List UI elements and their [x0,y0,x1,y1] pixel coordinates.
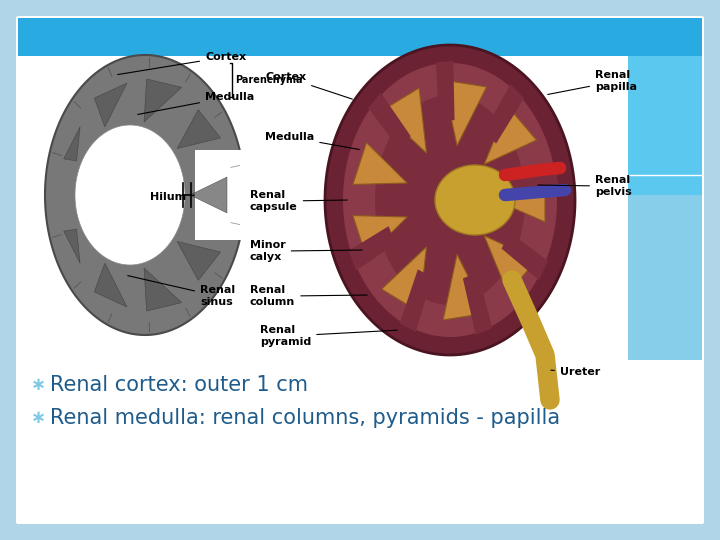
Polygon shape [435,165,515,235]
Text: ∗: ∗ [30,409,45,427]
Text: Hilum: Hilum [150,192,194,202]
Polygon shape [94,263,127,307]
Polygon shape [484,84,524,144]
Bar [18,18,702,56]
Text: ∗: ∗ [30,376,45,394]
Text: Cortex: Cortex [265,72,352,99]
Text: Cortex: Cortex [118,52,246,75]
Polygon shape [348,226,395,271]
Polygon shape [648,18,702,160]
Text: Renal
sinus: Renal sinus [127,275,235,307]
Polygon shape [177,241,220,280]
Text: Renal cortex: outer 1 cm: Renal cortex: outer 1 cm [50,375,308,395]
Polygon shape [64,127,80,161]
Text: Medulla: Medulla [138,92,254,114]
Polygon shape [436,61,454,121]
Polygon shape [628,195,702,360]
Text: Parenchyma: Parenchyma [235,75,302,85]
Text: Renal
papilla: Renal papilla [548,70,637,94]
FancyBboxPatch shape [18,18,628,522]
Text: Ureter: Ureter [551,367,600,377]
Polygon shape [485,106,536,164]
Polygon shape [353,215,408,258]
Polygon shape [502,232,548,280]
Polygon shape [64,229,80,263]
Polygon shape [485,236,536,293]
Polygon shape [368,93,411,150]
Text: Renal medulla: renal columns, pyramids - papilla: Renal medulla: renal columns, pyramids -… [50,408,560,428]
Text: Renal
pelvis: Renal pelvis [538,176,631,197]
Polygon shape [325,45,575,355]
Polygon shape [45,55,245,335]
Polygon shape [375,95,525,305]
Polygon shape [512,164,559,195]
Text: Minor
calyx: Minor calyx [250,240,362,262]
Polygon shape [177,110,220,148]
Polygon shape [382,247,426,312]
Polygon shape [75,125,185,265]
Polygon shape [463,272,492,335]
Text: Renal
capsule: Renal capsule [250,191,347,212]
Polygon shape [630,18,702,200]
Polygon shape [195,150,255,240]
Polygon shape [144,268,181,311]
Polygon shape [443,254,487,320]
Polygon shape [443,80,487,146]
Polygon shape [400,269,432,332]
Polygon shape [495,178,545,222]
Polygon shape [343,63,557,337]
Polygon shape [382,88,426,153]
Bar [18,18,702,56]
Polygon shape [353,143,408,185]
Polygon shape [144,79,181,122]
Text: Medulla: Medulla [265,132,359,150]
Polygon shape [628,56,702,200]
Polygon shape [190,177,227,213]
Polygon shape [94,83,127,127]
FancyBboxPatch shape [16,16,704,524]
Text: Renal
column: Renal column [250,286,367,307]
Text: Renal
pyramid: Renal pyramid [260,326,397,347]
